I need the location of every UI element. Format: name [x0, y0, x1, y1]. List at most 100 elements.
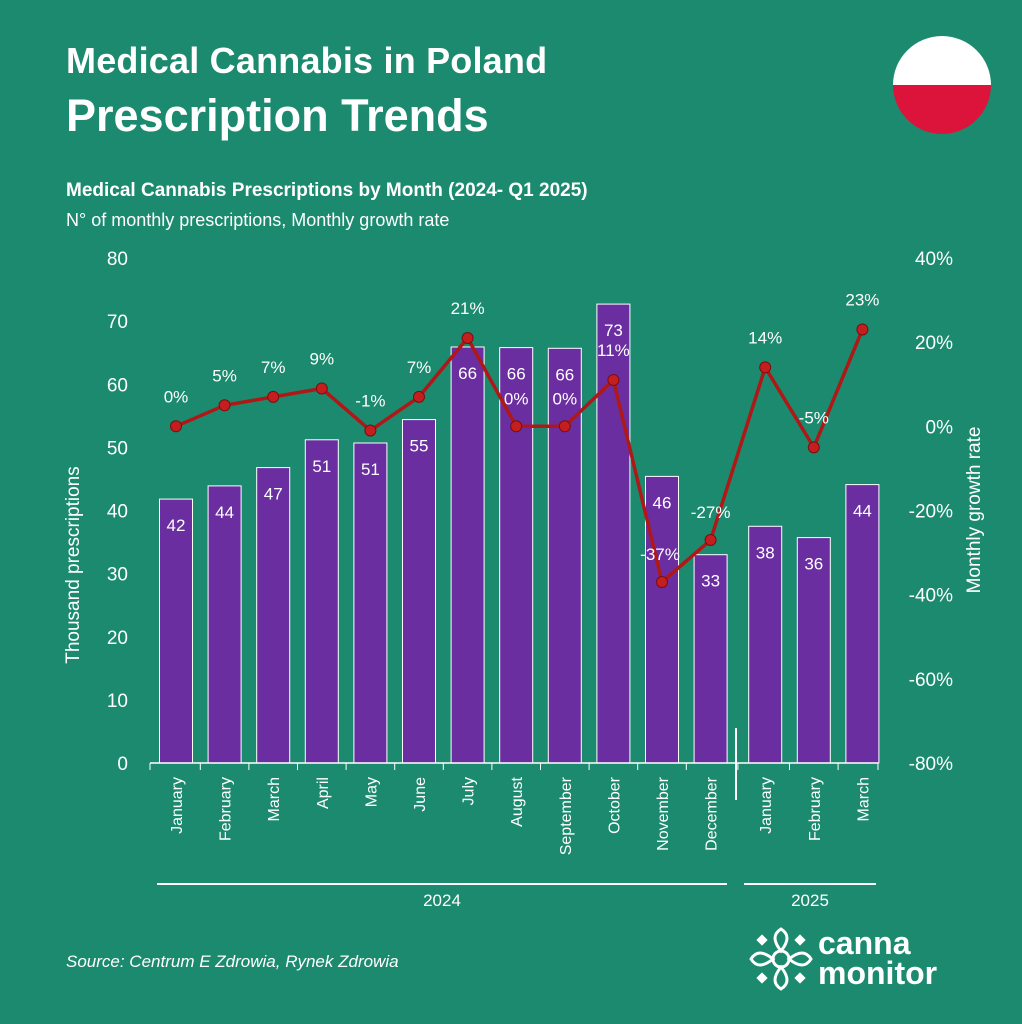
y-tick-right-0: -80% — [909, 754, 953, 775]
x-tick-label-10: November — [655, 776, 672, 850]
growth-point-3 — [315, 382, 328, 395]
y-tick-left-0: 0 — [117, 754, 128, 775]
bar-4 — [353, 442, 388, 764]
x-tick-label-14: March — [855, 777, 872, 821]
bars-layer — [159, 303, 880, 764]
bar-value-label-13: 36 — [804, 555, 823, 574]
logo-text-line1: canna — [818, 925, 911, 961]
bar-7 — [499, 347, 534, 764]
y-tick-left-8: 80 — [107, 249, 128, 270]
flower-logo-icon — [749, 927, 813, 991]
bar-6 — [450, 346, 485, 764]
y-axis-label-left: Thousand prescriptions — [63, 466, 84, 664]
y-tick-right-5: 20% — [915, 333, 953, 354]
bar-value-label-9: 73 — [604, 321, 623, 340]
bar-14 — [845, 484, 880, 764]
x-tick-label-13: February — [807, 777, 824, 841]
growth-point-5 — [413, 390, 425, 403]
labels-layer: 2024 2025 January February March April May June… — [107, 249, 953, 910]
y-tick-right-1: -60% — [909, 670, 953, 691]
bar-value-label-11: 33 — [701, 572, 720, 591]
y-tick-left-7: 70 — [107, 312, 128, 333]
source-note: Source: Centrum E Zdrowia, Rynek Zdrowia — [66, 952, 399, 971]
x-tick-label-5: June — [412, 777, 429, 812]
growth-point-12 — [759, 361, 772, 374]
chart-subtitle: Medical Cannabis Prescriptions by Month … — [66, 180, 588, 201]
chart-description: N° of monthly prescriptions, Monthly gro… — [66, 210, 450, 230]
year-group-label-2024: 2024 — [423, 891, 461, 910]
growth-point-8 — [558, 420, 571, 433]
bar-11 — [693, 554, 728, 764]
growth-point-4 — [364, 424, 377, 437]
y-tick-left-4: 40 — [107, 502, 128, 523]
x-tick-label-0: January — [169, 777, 186, 834]
growth-label-12: 14% — [748, 328, 782, 347]
x-tick-label-4: May — [363, 777, 380, 807]
growth-point-6 — [461, 332, 474, 344]
growth-point-11 — [704, 534, 717, 546]
bar-value-label-5: 55 — [410, 437, 429, 456]
year-group-label-2025: 2025 — [791, 891, 829, 910]
bar-value-label-10: 46 — [653, 493, 672, 512]
x-tick-label-3: April — [315, 777, 332, 809]
growth-point-0 — [170, 420, 182, 433]
y-tick-right-4: 0% — [926, 417, 954, 438]
growth-point-14 — [856, 323, 869, 336]
x-tick-label-1: February — [218, 777, 235, 841]
bar-value-label-4: 51 — [361, 460, 380, 479]
bar-value-label-3: 51 — [312, 457, 331, 476]
bar-2 — [256, 467, 291, 764]
growth-label-0: 0% — [164, 387, 189, 406]
y-tick-left-2: 20 — [107, 628, 128, 649]
growth-label-3: 9% — [310, 350, 335, 369]
x-tick-label-2: March — [266, 777, 283, 821]
growth-label-10: -37% — [640, 545, 680, 564]
bar-value-label-1: 44 — [215, 503, 234, 522]
growth-point-10 — [656, 576, 668, 588]
bar-value-label-8: 66 — [555, 365, 574, 384]
bar-value-label-6: 66 — [458, 364, 477, 383]
growth-label-5: 7% — [407, 358, 432, 377]
bar-3 — [304, 439, 339, 764]
x-tick-label-6: July — [461, 777, 478, 805]
x-tick-label-9: October — [606, 776, 623, 834]
growth-label-7: 0% — [504, 389, 529, 408]
growth-label-14: 23% — [845, 291, 879, 310]
bar-8 — [547, 347, 582, 764]
growth-point-9 — [607, 374, 620, 386]
x-tick-label-8: September — [558, 776, 575, 855]
x-tick-label-12: January — [758, 777, 775, 834]
bar-value-label-14: 44 — [853, 502, 872, 521]
growth-point-13 — [807, 441, 820, 454]
y-tick-right-3: -20% — [909, 502, 953, 523]
x-tick-label-11: December — [704, 776, 721, 850]
logo-text-line2: monitor — [818, 955, 938, 991]
growth-point-2 — [267, 390, 280, 403]
x-tick-label-7: August — [509, 776, 526, 826]
axes-layer — [149, 728, 879, 885]
bar-12 — [748, 525, 783, 764]
bar-5 — [402, 419, 436, 764]
y-tick-left-6: 60 — [107, 375, 128, 396]
chart-title-line2: Prescription Trends — [66, 90, 489, 141]
y-tick-right-6: 40% — [915, 249, 953, 270]
growth-label-1: 5% — [212, 366, 237, 385]
growth-label-2: 7% — [261, 358, 286, 377]
y-tick-left-5: 50 — [107, 438, 128, 459]
bar-value-label-12: 38 — [756, 543, 775, 562]
growth-point-1 — [218, 399, 231, 412]
y-axis-label-right: Monthly growth rate — [964, 427, 985, 594]
bar-1 — [207, 485, 242, 764]
growth-label-9: 11% — [597, 341, 630, 360]
y-tick-right-2: -40% — [909, 586, 953, 607]
bar-10 — [645, 475, 679, 764]
line-layer — [170, 323, 869, 588]
y-tick-left-1: 10 — [107, 691, 128, 712]
chart-title-line1: Medical Cannabis in Poland — [66, 40, 548, 81]
growth-point-7 — [510, 420, 523, 433]
bar-value-label-7: 66 — [507, 365, 526, 384]
growth-label-13: -5% — [799, 408, 829, 427]
growth-label-4: -1% — [355, 392, 385, 411]
bar-value-label-2: 47 — [264, 485, 283, 504]
